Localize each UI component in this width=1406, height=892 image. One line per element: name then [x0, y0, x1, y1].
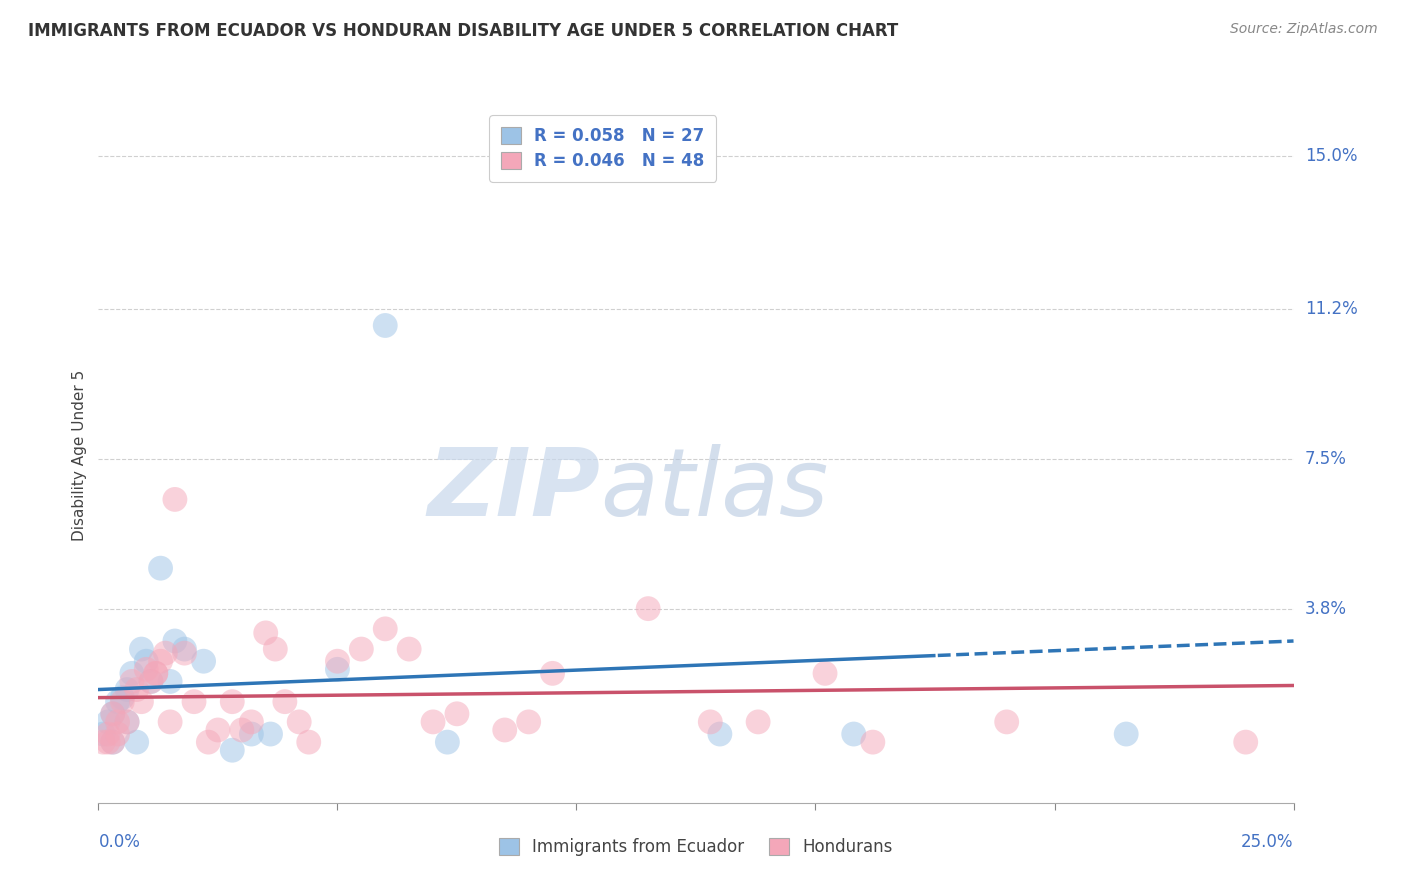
Text: 0.0%: 0.0%: [98, 833, 141, 851]
Point: [374, 318, 396, 333]
Point: [139, 674, 162, 689]
Point: [145, 666, 167, 681]
Point: [197, 735, 219, 749]
Text: 15.0%: 15.0%: [1305, 146, 1357, 165]
Point: [101, 735, 124, 749]
Text: 11.2%: 11.2%: [1305, 301, 1357, 318]
Point: [1115, 727, 1137, 741]
Point: [125, 682, 148, 697]
Point: [374, 622, 396, 636]
Point: [135, 654, 157, 668]
Text: atlas: atlas: [600, 444, 828, 535]
Point: [121, 666, 143, 681]
Point: [101, 706, 124, 721]
Point: [326, 654, 349, 668]
Point: [97, 735, 120, 749]
Point: [107, 714, 129, 729]
Point: [145, 666, 167, 681]
Point: [862, 735, 884, 749]
Point: [207, 723, 229, 737]
Point: [274, 695, 297, 709]
Point: [149, 654, 172, 668]
Point: [101, 706, 124, 721]
Point: [637, 601, 659, 615]
Point: [264, 642, 287, 657]
Point: [115, 714, 138, 729]
Point: [326, 662, 349, 676]
Point: [221, 695, 243, 709]
Point: [115, 714, 138, 729]
Point: [131, 642, 153, 657]
Point: [91, 735, 114, 749]
Point: [97, 714, 120, 729]
Point: [446, 706, 468, 721]
Point: [747, 714, 769, 729]
Point: [221, 743, 243, 757]
Point: [350, 642, 373, 657]
Point: [163, 634, 186, 648]
Point: [111, 695, 134, 709]
Point: [173, 646, 195, 660]
Text: IMMIGRANTS FROM ECUADOR VS HONDURAN DISABILITY AGE UNDER 5 CORRELATION CHART: IMMIGRANTS FROM ECUADOR VS HONDURAN DISA…: [28, 22, 898, 40]
Point: [91, 727, 114, 741]
Text: Source: ZipAtlas.com: Source: ZipAtlas.com: [1230, 22, 1378, 37]
Point: [814, 666, 837, 681]
Point: [1234, 735, 1257, 749]
Point: [111, 690, 134, 705]
Point: [436, 735, 458, 749]
Point: [699, 714, 721, 729]
Point: [155, 646, 177, 660]
Point: [107, 727, 129, 741]
Point: [131, 695, 153, 709]
Point: [517, 714, 540, 729]
Point: [541, 666, 564, 681]
Point: [398, 642, 420, 657]
Point: [173, 642, 195, 657]
Point: [183, 695, 205, 709]
Point: [240, 727, 263, 741]
Point: [101, 735, 124, 749]
Legend: Immigrants from Ecuador, Hondurans: Immigrants from Ecuador, Hondurans: [491, 830, 901, 864]
Point: [97, 727, 120, 741]
Point: [193, 654, 215, 668]
Point: [422, 714, 444, 729]
Point: [159, 714, 181, 729]
Text: 7.5%: 7.5%: [1305, 450, 1347, 468]
Point: [254, 626, 277, 640]
Point: [995, 714, 1018, 729]
Point: [240, 714, 263, 729]
Point: [709, 727, 731, 741]
Point: [163, 492, 186, 507]
Text: ZIP: ZIP: [427, 443, 600, 536]
Point: [115, 682, 138, 697]
Point: [121, 674, 143, 689]
Point: [842, 727, 865, 741]
Point: [107, 695, 129, 709]
Text: 25.0%: 25.0%: [1241, 833, 1294, 851]
Point: [298, 735, 321, 749]
Point: [259, 727, 281, 741]
Point: [149, 561, 172, 575]
Y-axis label: Disability Age Under 5: Disability Age Under 5: [72, 369, 87, 541]
Point: [135, 662, 157, 676]
Point: [159, 674, 181, 689]
Point: [139, 674, 162, 689]
Point: [494, 723, 516, 737]
Point: [288, 714, 311, 729]
Point: [125, 735, 148, 749]
Point: [231, 723, 253, 737]
Text: 3.8%: 3.8%: [1305, 599, 1347, 617]
